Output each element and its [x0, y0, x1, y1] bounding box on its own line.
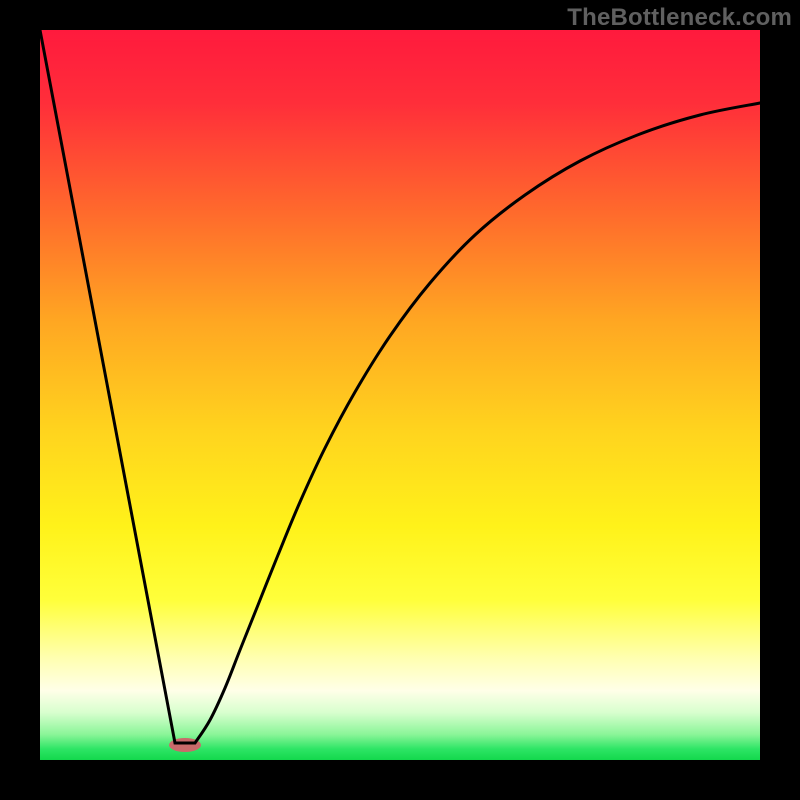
watermark-text: TheBottleneck.com — [567, 4, 792, 32]
chart-container: TheBottleneck.com — [0, 0, 800, 800]
bottleneck-chart — [0, 0, 800, 800]
